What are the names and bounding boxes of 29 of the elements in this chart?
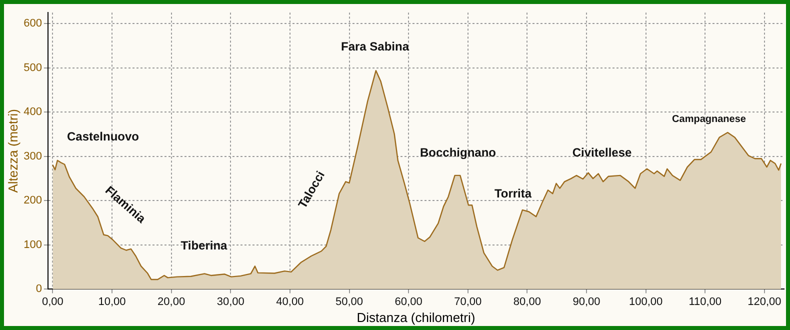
x-tick-label: 120,00 [748, 296, 782, 308]
y-tick-label: 0 [36, 283, 42, 296]
y-tick-label: 400 [24, 106, 42, 118]
x-tick-label: 20,00 [158, 296, 186, 308]
x-tick-label: 110,00 [688, 296, 722, 308]
annotation: Castelnuovo [66, 129, 140, 144]
y-tick-label: 300 [24, 150, 42, 162]
x-tick-label: 70,00 [454, 296, 482, 308]
x-tick-label: 30,00 [216, 296, 244, 308]
y-tick-label: 200 [24, 194, 42, 207]
x-tick-label: 40,00 [276, 296, 304, 308]
annotation: Campagnanese [672, 114, 746, 125]
annotation: Tiberina [180, 238, 228, 252]
x-tick-label: 100,00 [628, 296, 663, 308]
y-axis-title: Altezza (metri) [5, 109, 20, 193]
x-tick-label: 0,00 [42, 296, 64, 308]
annotation: Fara Sabina [340, 39, 410, 54]
x-tick-label: 80,00 [513, 296, 541, 308]
y-tick-label: 500 [24, 62, 42, 74]
x-axis-title: Distanza (chilometri) [356, 310, 476, 325]
x-tick-label: 90,00 [572, 296, 600, 308]
annotation: Torrita [494, 186, 532, 200]
x-tick-label: 50,00 [335, 296, 364, 308]
y-tick-label: 100 [24, 238, 42, 251]
x-tick-label: 10,00 [98, 296, 126, 308]
annotation: Bocchignano [420, 145, 496, 160]
annotation: Civitellese [572, 145, 632, 160]
x-tick-label: 60,00 [394, 296, 422, 308]
y-tick-label: 600 [24, 18, 42, 30]
